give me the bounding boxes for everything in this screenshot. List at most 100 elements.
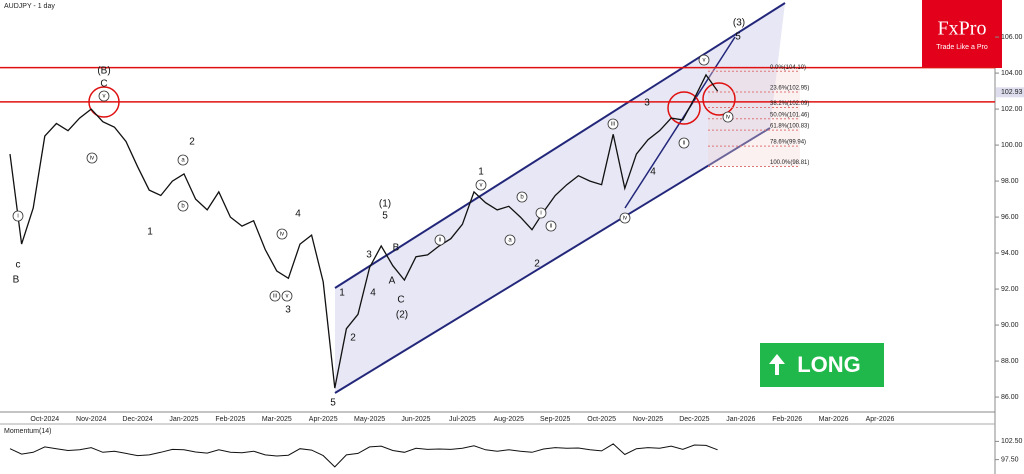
wave-label: b xyxy=(181,204,185,210)
wave-label: 3 xyxy=(644,98,650,109)
y-tick-label: 86.00 xyxy=(1001,394,1019,401)
y-tick-label: 92.00 xyxy=(1001,286,1019,293)
indicator-label: Momentum(14) xyxy=(4,428,51,435)
y-tick-label: 97.50 xyxy=(1001,456,1019,463)
wave-label: v xyxy=(103,94,106,100)
wave-circle xyxy=(607,118,619,130)
wave-label: i xyxy=(540,211,541,217)
wave-label: a xyxy=(508,238,512,244)
wave-label: C xyxy=(100,79,107,90)
wave-label: B xyxy=(393,243,400,254)
y-tick-label: 102.50 xyxy=(1001,438,1023,445)
wave-label: 3 xyxy=(366,250,372,261)
wave-label: iv xyxy=(90,156,94,162)
wave-label: ii xyxy=(683,141,686,147)
y-tick-label: 88.00 xyxy=(1001,358,1019,365)
y-tick-label: 102.00 xyxy=(1001,106,1023,113)
y-tick-label: 96.00 xyxy=(1001,214,1019,221)
wave-label: (1) xyxy=(379,199,391,210)
wave-label: 1 xyxy=(478,167,484,178)
x-tick-label: May-2025 xyxy=(354,416,385,423)
fib-label: 38.2%(102.09) xyxy=(770,101,809,107)
wave-label: C xyxy=(397,295,404,306)
x-tick-label: Mar-2026 xyxy=(819,416,849,423)
wave-label: i xyxy=(17,214,18,220)
fib-label: 50.0%(101.46) xyxy=(770,112,809,118)
y-tick-label: 94.00 xyxy=(1001,250,1019,257)
wave-label: ii xyxy=(550,224,553,230)
wave-label: iv xyxy=(623,216,627,222)
y-tick-label: 100.00 xyxy=(1001,142,1023,149)
x-tick-label: Jan-2026 xyxy=(726,416,755,423)
wave-circle xyxy=(535,207,547,219)
fib-label: 61.8%(100.83) xyxy=(770,124,809,130)
wave-label: 2 xyxy=(534,259,540,270)
wave-label: a xyxy=(181,158,185,164)
x-tick-label: Mar-2025 xyxy=(262,416,292,423)
x-tick-label: Nov-2024 xyxy=(76,416,106,423)
channel-fill xyxy=(335,3,785,393)
wave-circle xyxy=(545,220,557,232)
wave-circle xyxy=(516,191,528,203)
wave-circle xyxy=(504,234,516,246)
wave-label: v xyxy=(286,294,289,300)
wave-label: 5 xyxy=(382,211,388,222)
wave-circle xyxy=(12,210,24,222)
wave-circle xyxy=(722,111,734,123)
wave-circle xyxy=(475,179,487,191)
wave-circle xyxy=(698,54,710,66)
x-tick-label: Oct-2024 xyxy=(30,416,59,423)
price-marker xyxy=(996,87,1024,98)
x-tick-label: Feb-2025 xyxy=(215,416,245,423)
price-line xyxy=(9,73,719,389)
x-tick-label: Nov-2025 xyxy=(633,416,663,423)
wave-circle xyxy=(276,228,288,240)
wave-label: 5 xyxy=(330,398,336,409)
wave-label: iii xyxy=(273,294,277,300)
signal-text: LONG xyxy=(797,352,861,377)
y-tick-label: 104.00 xyxy=(1001,70,1023,77)
x-tick-label: Dec-2025 xyxy=(679,416,709,423)
wave-label: 4 xyxy=(370,288,376,299)
x-tick-label: Jun-2025 xyxy=(401,416,430,423)
x-tick-label: Apr-2026 xyxy=(866,416,895,423)
wave-circle xyxy=(281,290,293,302)
x-tick-label: Oct-2025 xyxy=(587,416,616,423)
wave-label: 1 xyxy=(339,288,345,299)
wave-label: 3 xyxy=(285,305,291,316)
logo-box xyxy=(922,0,1002,68)
wave-circle xyxy=(619,212,631,224)
wave-label: 4 xyxy=(295,209,301,220)
momentum-line xyxy=(9,443,718,468)
fib-label: 100.0%(98.81) xyxy=(770,160,809,166)
wave-circle xyxy=(269,290,281,302)
wave-label: c xyxy=(16,260,21,271)
wave-circle xyxy=(177,154,189,166)
fib-label: 23.6%(102.95) xyxy=(770,86,809,92)
signal-box xyxy=(760,343,884,387)
wave-circle xyxy=(177,200,189,212)
current-price-label: 102.93 xyxy=(1001,89,1023,96)
wave-label: 4 xyxy=(650,167,656,178)
wave-label: 5 xyxy=(735,32,741,43)
fib-label: 0.0%(104.10) xyxy=(770,65,806,71)
highlight-circle xyxy=(667,91,701,125)
wave-label: iv xyxy=(726,115,730,121)
wave-label: v xyxy=(703,58,706,64)
wave-label: (2) xyxy=(396,310,408,321)
wave-label: B xyxy=(13,275,20,286)
wave-circle xyxy=(678,137,690,149)
logo-brand: FxPro xyxy=(938,18,987,40)
x-tick-label: Feb-2026 xyxy=(772,416,802,423)
wave-label: iv xyxy=(280,232,284,238)
channel-inner xyxy=(624,36,736,209)
wave-circle xyxy=(434,234,446,246)
wave-label: A xyxy=(389,276,396,287)
wave-label: 1 xyxy=(147,227,153,238)
channel-upper xyxy=(334,2,786,289)
wave-label: 2 xyxy=(189,137,195,148)
logo-tagline: Trade Like a Pro xyxy=(936,44,988,51)
channel-lower xyxy=(334,127,771,394)
wave-label: v xyxy=(480,183,483,189)
